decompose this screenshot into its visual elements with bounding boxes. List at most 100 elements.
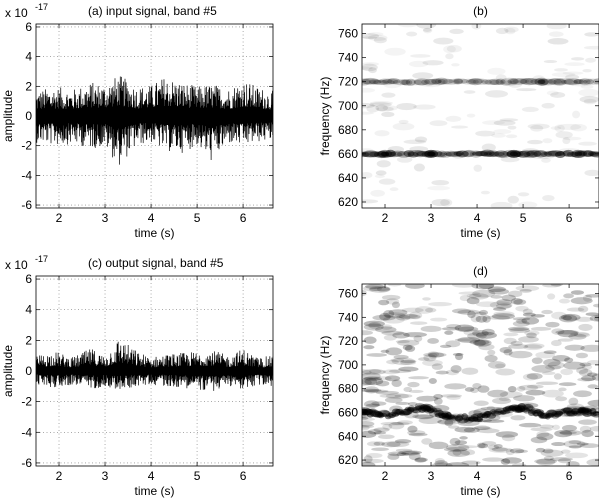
frequency-band-blob: [489, 79, 505, 86]
y-tick-label: 660: [338, 147, 358, 161]
noise-blob: [490, 201, 513, 208]
frequency-band-blob: [507, 78, 520, 85]
chart-panel-2: 2 3 4 5 6 620 640 660 680 700 720 740 760 time (s) fre…: [318, 4, 599, 240]
noise-blob: [578, 323, 593, 331]
plot-content: [362, 24, 599, 208]
noise-blob: [381, 441, 401, 448]
noise-blob: [507, 195, 519, 204]
frequency-band-blob: [472, 78, 489, 85]
noise-blob: [541, 102, 555, 109]
noise-blob: [391, 357, 416, 366]
noise-blob: [500, 156, 520, 163]
noise-blob: [451, 284, 476, 288]
noise-blob: [545, 321, 560, 328]
noise-blob: [516, 385, 526, 392]
y-tick-label: 700: [338, 358, 358, 372]
noise-blob: [495, 431, 519, 438]
noise-blob: [493, 311, 515, 317]
noise-blob: [579, 362, 592, 367]
frequency-band-blob: [471, 151, 489, 157]
ridge-blob: [523, 403, 534, 411]
frequency-band-blob: [488, 78, 503, 85]
x-tick-label: 5: [194, 469, 201, 483]
ridge-blob: [461, 413, 469, 421]
noise-blob: [363, 320, 385, 327]
x-tick-label: 2: [382, 211, 389, 225]
x-tick-label: 6: [566, 469, 573, 483]
x-axis-label: time (s): [461, 226, 501, 240]
noise-blob: [381, 330, 405, 336]
noise-blob: [392, 122, 415, 131]
noise-blob: [542, 138, 553, 144]
y-tick-label: 0: [25, 364, 32, 378]
noise-blob: [545, 364, 562, 370]
noise-blob: [578, 369, 593, 377]
noise-blob: [413, 104, 436, 110]
noise-blob: [452, 448, 462, 456]
noise-blob: [560, 313, 581, 321]
noise-blob: [413, 163, 425, 172]
frequency-band-blob: [413, 78, 430, 86]
noise-blob: [507, 386, 517, 393]
noise-blob: [391, 379, 402, 388]
ridge-blob: [408, 405, 415, 413]
noise-blob: [526, 373, 543, 380]
noise-blob: [570, 123, 587, 132]
noise-blob: [559, 430, 582, 436]
noise-blob: [508, 290, 523, 298]
ridge-blob: [432, 408, 442, 413]
noise-blob: [562, 315, 572, 321]
noise-blob: [513, 395, 535, 402]
noise-blob: [431, 363, 443, 370]
noise-blob: [587, 399, 599, 407]
noise-blob: [449, 437, 461, 446]
noise-blob: [362, 102, 375, 109]
frequency-band-blob: [520, 78, 538, 86]
noise-blob: [400, 359, 417, 364]
noise-blob: [473, 339, 492, 347]
noise-blob: [515, 318, 528, 324]
noise-blob: [505, 448, 515, 456]
noise-blob: [469, 339, 490, 345]
x-tick-label: 6: [566, 211, 573, 225]
noise-blob: [427, 351, 440, 358]
noise-blob: [363, 345, 375, 350]
noise-blob: [522, 410, 534, 414]
noise-blob: [527, 139, 543, 145]
noise-blob: [475, 315, 488, 323]
y-axis-label: frequency (Hz): [318, 77, 332, 156]
noise-blob: [481, 441, 497, 446]
noise-blob: [472, 289, 496, 298]
noise-blob: [458, 445, 478, 449]
noise-blob: [375, 390, 400, 395]
noise-blob: [471, 426, 492, 430]
noise-blob: [388, 421, 405, 430]
noise-blob: [397, 339, 420, 347]
noise-blob: [581, 375, 596, 382]
signal-trace: [36, 341, 273, 391]
noise-blob: [543, 358, 561, 367]
noise-blob: [366, 441, 381, 447]
noise-blob: [441, 327, 460, 331]
frequency-band-blob: [543, 150, 558, 156]
noise-blob: [375, 170, 387, 176]
y-axis-label: amplitude: [1, 345, 15, 397]
noise-blob: [519, 288, 532, 293]
noise-blob: [379, 312, 391, 321]
frequency-band-blob: [381, 78, 399, 84]
noise-blob: [362, 425, 370, 431]
plot-content: [36, 24, 273, 208]
hotspot-core: [440, 412, 449, 418]
noise-blob: [451, 63, 460, 67]
frequency-band-blob: [547, 78, 562, 85]
noise-blob: [422, 60, 444, 66]
noise-blob: [381, 111, 395, 118]
y-tick-label: 2: [25, 79, 32, 93]
y-tick-label: 6: [25, 20, 32, 34]
noise-blob: [362, 171, 373, 179]
noise-blob: [446, 324, 462, 329]
noise-blob: [542, 284, 562, 288]
noise-blob: [383, 80, 402, 89]
noise-blob: [568, 445, 582, 449]
